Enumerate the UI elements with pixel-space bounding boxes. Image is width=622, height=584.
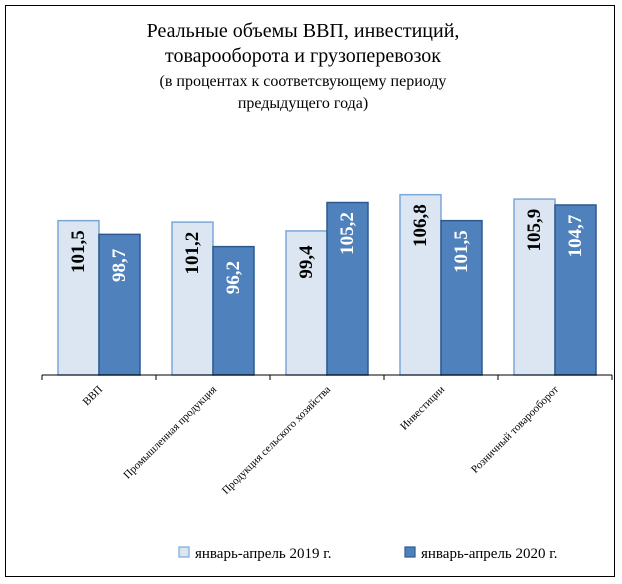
value-label-2019-1: 101,2 <box>182 232 203 275</box>
bar-chart: Реальные объемы ВВП, инвестиций, товароо… <box>41 20 613 562</box>
chart-frame: Реальные объемы ВВП, инвестиций, товароо… <box>5 5 615 577</box>
value-label-2020-0: 98,7 <box>109 248 130 282</box>
category-label-2: Продукция сельского хозяйства <box>220 384 333 497</box>
value-label-2020-4: 104,7 <box>565 214 586 257</box>
value-label-2020-1: 96,2 <box>223 261 244 294</box>
value-label-2019-2: 99,4 <box>296 245 317 279</box>
legend-swatch-2020 <box>404 546 416 558</box>
legend: январь-апрель 2019 г. январь-апрель 2020 … <box>178 546 558 562</box>
category-label-1: Промышленная продукция <box>121 384 219 482</box>
value-label-2020-2: 105,2 <box>337 212 358 255</box>
category-label-3: Инвестиции <box>398 384 447 433</box>
legend-label-2020: январь-апрель 2020 г. <box>421 546 558 562</box>
value-label-2020-3: 101,5 <box>451 230 472 273</box>
value-label-2019-4: 105,9 <box>524 209 545 252</box>
category-labels: ВВП Промышленная продукция Продукция сельс… <box>81 384 562 497</box>
value-labels: 101,5 98,7 101,2 96,2 99,4 105,2 106,8 101,5 105… <box>68 204 586 294</box>
bar-2020-0 <box>98 233 141 376</box>
bar-2020-1 <box>212 245 255 376</box>
bar-2020-2 <box>326 201 369 376</box>
chart-subtitle-line-2: предыдущего года) <box>238 95 368 112</box>
category-label-4: Розничный товарооборот <box>469 384 561 476</box>
category-label-0: ВВП <box>81 384 106 409</box>
value-label-2019-3: 106,8 <box>410 204 431 247</box>
bar-2020-4 <box>554 204 597 376</box>
chart-title-line-2: товарооборота и грузоперевозок <box>165 45 441 67</box>
x-axis-ticks <box>41 375 613 380</box>
legend-swatch-2019 <box>178 546 190 558</box>
chart-subtitle-line-1: (в процентах к соответсвующему периоду <box>160 73 447 90</box>
legend-label-2019: январь-апрель 2019 г. <box>195 546 332 562</box>
chart-title: Реальные объемы ВВП, инвестиций, товароо… <box>147 20 460 112</box>
bar-2020-3 <box>440 219 483 376</box>
chart-title-line-1: Реальные объемы ВВП, инвестиций, <box>147 20 460 42</box>
bars <box>57 193 597 376</box>
value-label-2019-0: 101,5 <box>68 230 89 273</box>
bar-2019-0 <box>57 219 100 376</box>
